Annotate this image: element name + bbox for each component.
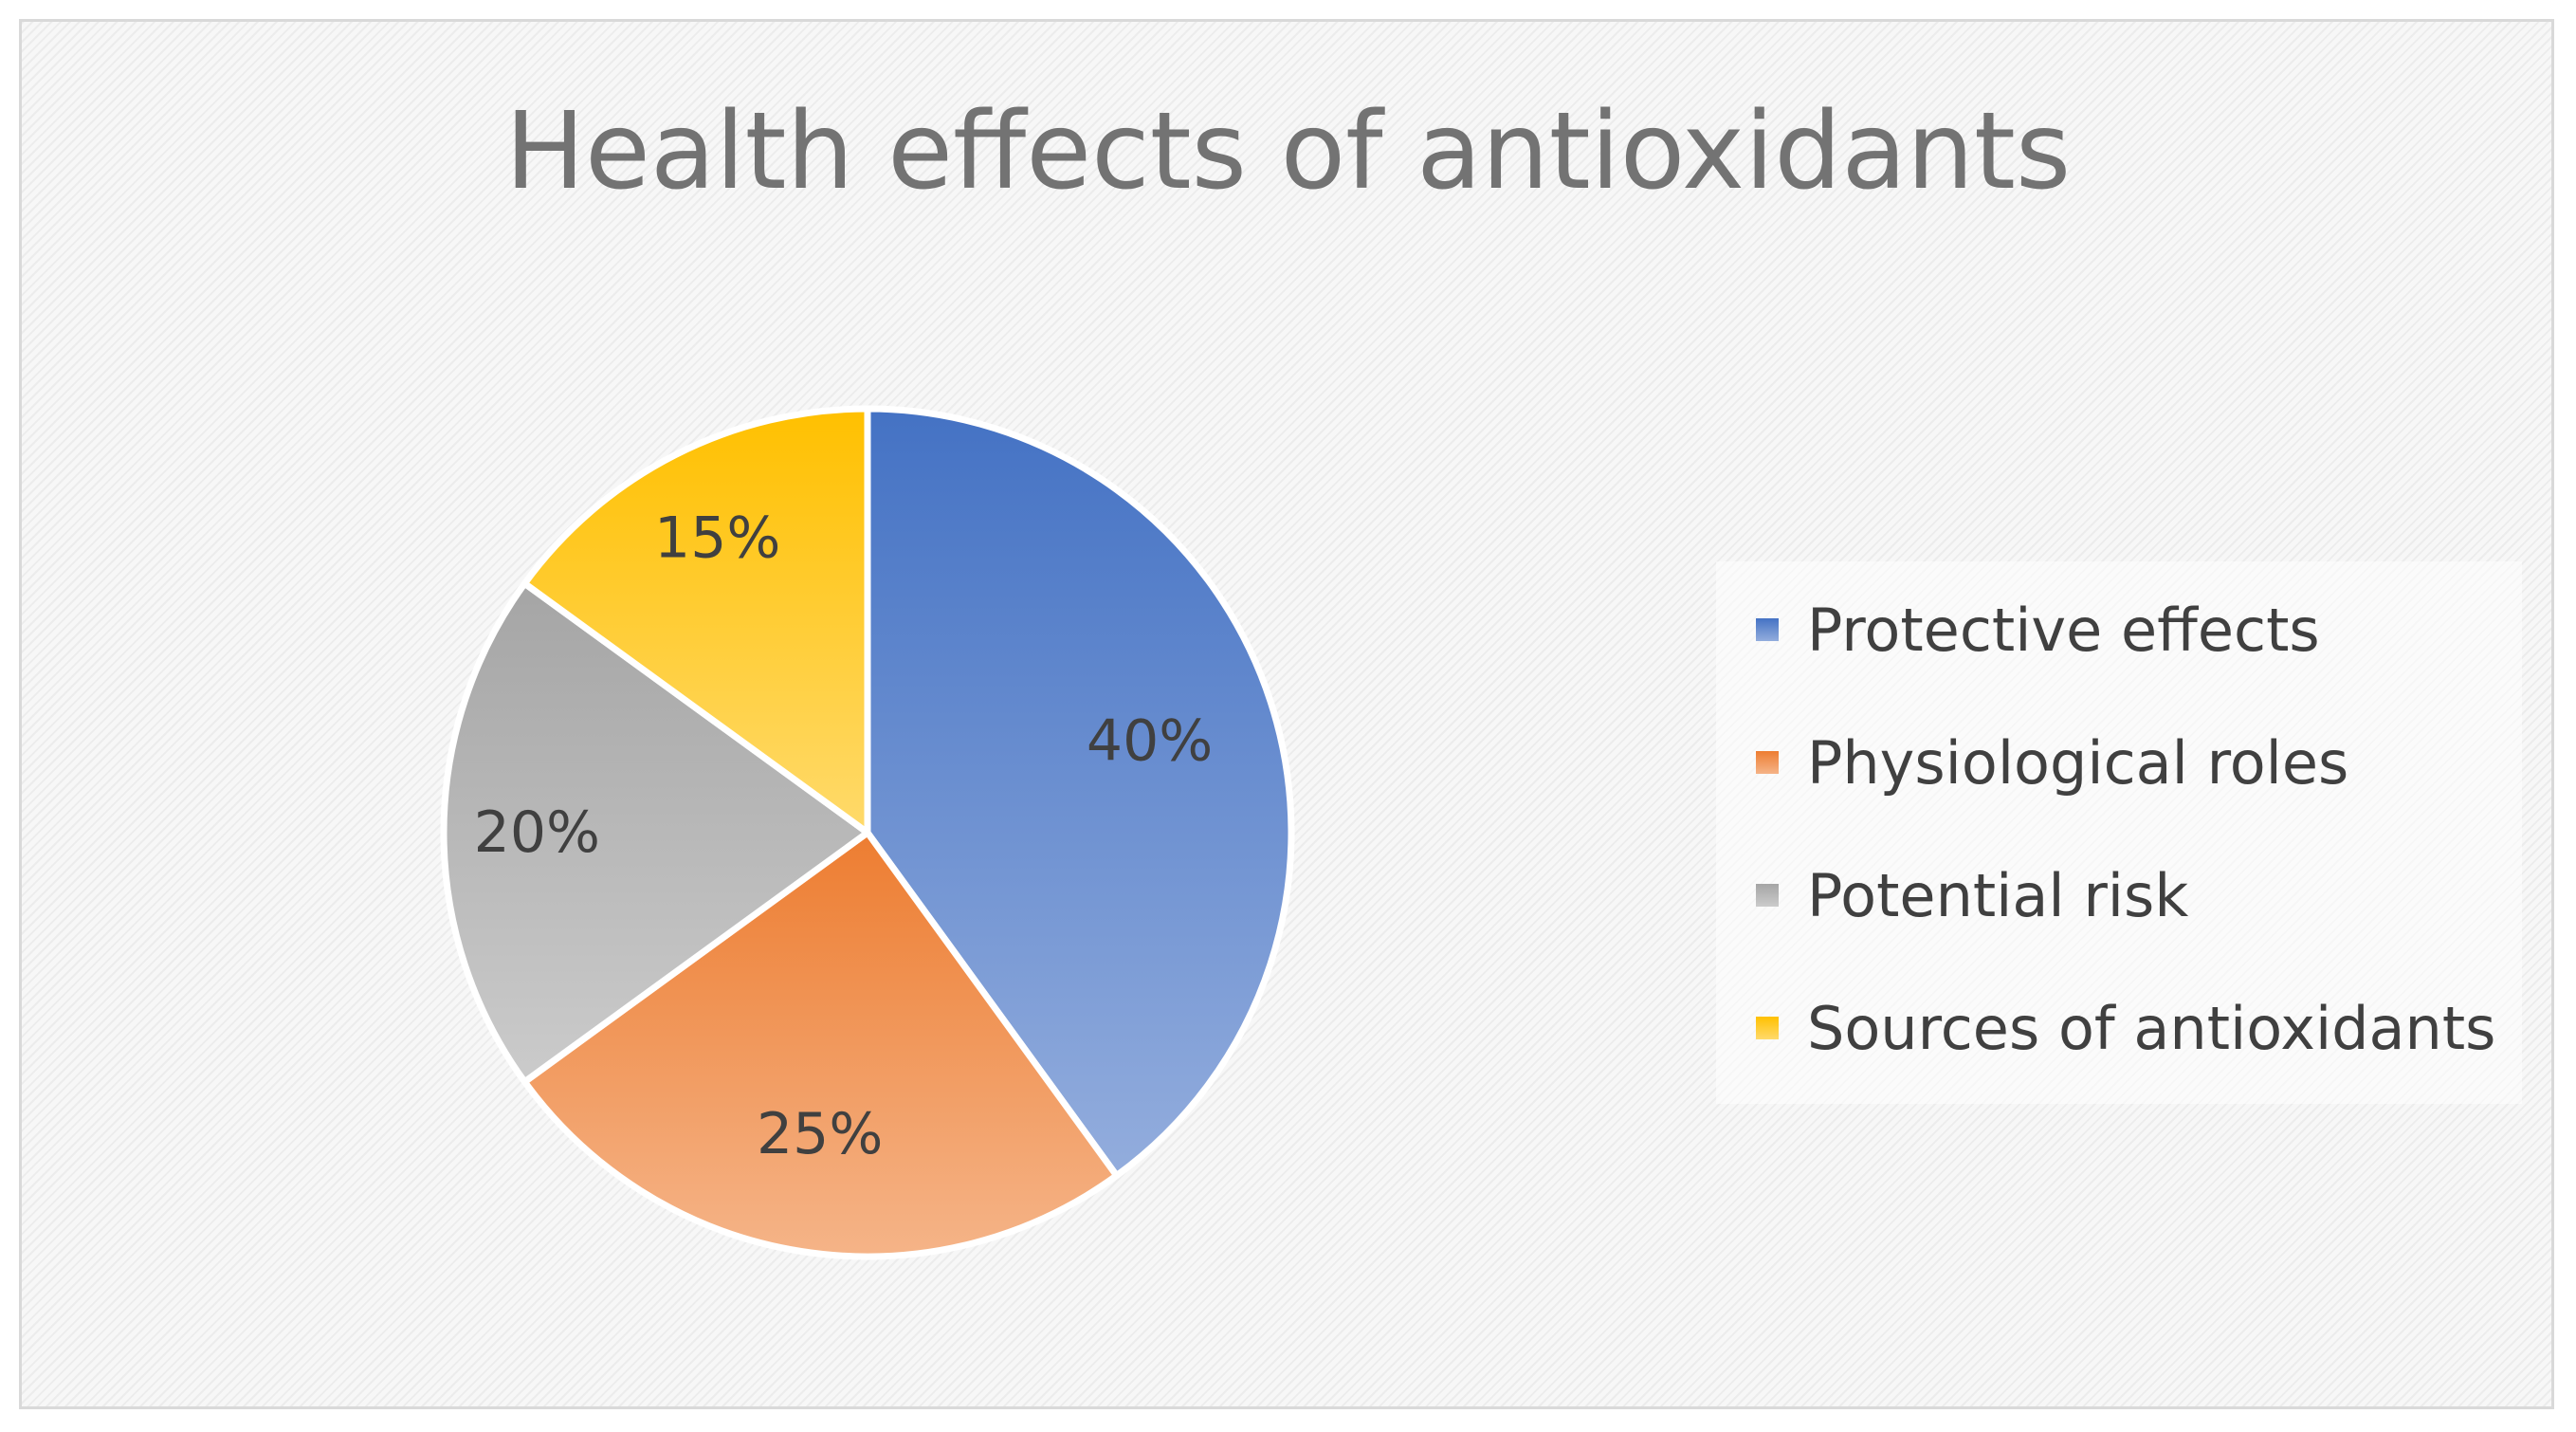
pie-labels: 40% 25% 20% 15% xyxy=(474,505,1214,1167)
data-label-potential-risk: 20% xyxy=(474,799,600,866)
legend-swatch xyxy=(1756,1017,1779,1039)
legend-item-physiological-roles: Physiological roles xyxy=(1756,725,2348,800)
legend-swatch xyxy=(1756,884,1779,907)
pie-slice-sources-of-antioxidants xyxy=(521,405,871,836)
legend-swatch xyxy=(1756,751,1779,774)
pie-slices xyxy=(440,405,1295,1260)
pie-slice-potential-risk xyxy=(440,579,871,1086)
legend: Protective effects Physiological roles Pot… xyxy=(1716,561,2522,1104)
legend-item-potential-risk: Potential risk xyxy=(1756,857,2188,933)
legend-label: Potential risk xyxy=(1807,860,2189,930)
legend-label: Physiological roles xyxy=(1807,727,2349,798)
data-label-protective-effects: 40% xyxy=(1087,707,1213,774)
chart-title: Health effects of antioxidants xyxy=(504,90,2072,213)
legend-item-sources-of-antioxidants: Sources of antioxidants xyxy=(1756,990,2495,1066)
pie-slice-protective-effects xyxy=(864,405,1295,1180)
legend-label: Sources of antioxidants xyxy=(1807,993,2496,1063)
legend-item-protective-effects: Protective effects xyxy=(1756,592,2320,668)
pie-slice-physiological-roles xyxy=(521,829,1121,1260)
legend-label: Protective effects xyxy=(1807,595,2320,665)
data-label-sources-of-antioxidants: 15% xyxy=(654,505,780,571)
legend-swatch xyxy=(1756,618,1779,641)
data-label-physiological-roles: 25% xyxy=(757,1101,883,1167)
